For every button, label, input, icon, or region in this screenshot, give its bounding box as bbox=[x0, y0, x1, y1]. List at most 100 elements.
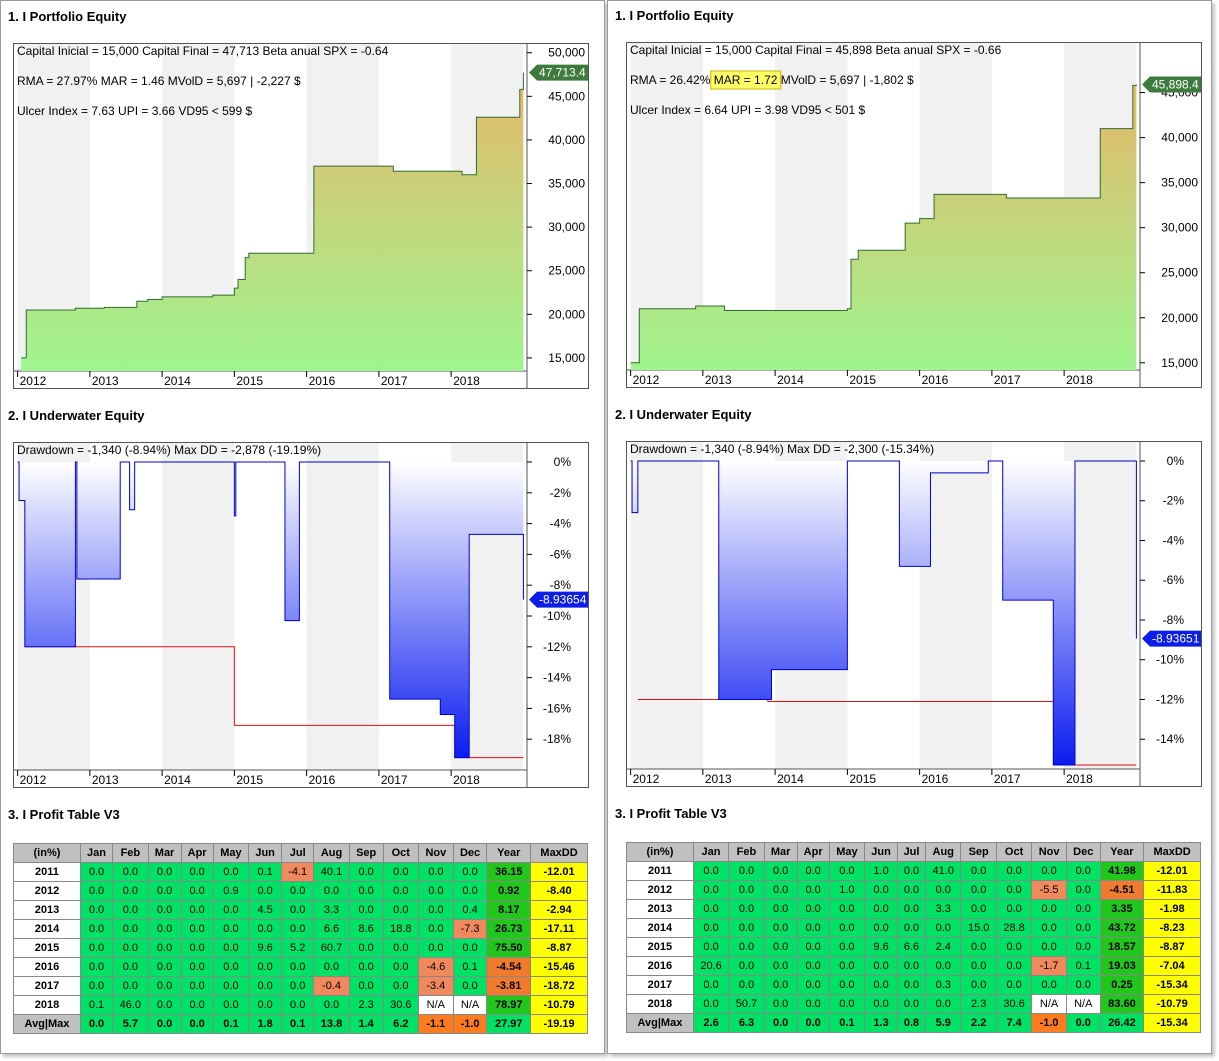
x-tick-label: 2014 bbox=[777, 772, 804, 786]
table-cell: N/A bbox=[1065, 994, 1101, 1014]
column-header: Mar bbox=[763, 842, 798, 862]
table-cell: -15.34 bbox=[1143, 1013, 1201, 1033]
table-cell: 0.0 bbox=[180, 957, 214, 977]
x-tick-label: 2012 bbox=[633, 772, 660, 786]
drawdown-stats: Drawdown = -1,340 (-8.94%) Max DD = -2,3… bbox=[630, 442, 934, 456]
table-cell: 0.0 bbox=[1065, 918, 1101, 938]
table-cell: 27.97 bbox=[486, 1014, 532, 1034]
column-header: Mar bbox=[147, 843, 182, 863]
table-cell: 0.0 bbox=[281, 957, 315, 977]
table-cell: 0.0 bbox=[796, 899, 830, 919]
table-cell: 0.0 bbox=[1065, 937, 1101, 957]
portfolio-equity-chart[interactable]: 2012 2013 2014 2015 2016 2017 2018 15,000 20,000… bbox=[13, 43, 589, 389]
table-cell: 0.0 bbox=[180, 1014, 214, 1034]
table-cell: 0.0 bbox=[692, 937, 730, 957]
table-cell: 0.92 bbox=[486, 881, 532, 901]
x-tick-label: 2013 bbox=[705, 772, 732, 786]
y-tick-label: 15,000 bbox=[548, 351, 585, 365]
table-cell: 0.0 bbox=[112, 976, 149, 996]
y-tick-label: -18% bbox=[543, 732, 571, 746]
table-cell: 0.0 bbox=[763, 899, 798, 919]
profit-section-title: 3. I Profit Table V3 bbox=[8, 807, 120, 822]
table-cell: 1.0 bbox=[864, 861, 899, 881]
underwater-equity-chart[interactable]: 2012 2013 2014 2015 2016 2017 2018 0% -2% -4% -6% -… bbox=[626, 441, 1202, 787]
table-cell: 0.0 bbox=[1065, 861, 1101, 881]
table-cell: 0.0 bbox=[112, 881, 149, 901]
table-cell: 40.1 bbox=[313, 862, 350, 882]
y-tick-label: -12% bbox=[1156, 692, 1184, 706]
table-cell: 0.0 bbox=[763, 861, 798, 881]
table-cell: 0.0 bbox=[313, 881, 350, 901]
profit-table: (in%) Jan Feb Mar Apr May Jun Jul Aug Sep Oct Nov De… bbox=[13, 843, 588, 1034]
table-cell: -17.11 bbox=[530, 919, 588, 939]
y-tick-label: 25,000 bbox=[1161, 266, 1198, 280]
y-tick-label: -12% bbox=[543, 640, 571, 654]
stats-line-ulcer: Ulcer Index = 7.63 UPI = 3.66 VD95 < 599… bbox=[17, 104, 252, 118]
y-tick-label: -14% bbox=[543, 671, 571, 685]
table-cell: 0.0 bbox=[960, 861, 997, 881]
y-tick-label: -2% bbox=[550, 486, 572, 500]
table-cell: 0.25 bbox=[1099, 975, 1145, 995]
table-cell: 0.0 bbox=[452, 938, 488, 958]
stats-line-capital: Capital Inicial = 15,000 Capital Final =… bbox=[17, 44, 389, 58]
column-header: Jun bbox=[248, 843, 283, 863]
year-band bbox=[1064, 442, 1137, 769]
table-cell: 0.0 bbox=[180, 900, 214, 920]
table-cell: 0.0 bbox=[418, 900, 454, 920]
table-cell: 0.0 bbox=[248, 881, 283, 901]
table-cell: 0.0 bbox=[864, 918, 899, 938]
table-cell: 8.17 bbox=[486, 900, 532, 920]
table-cell: 0.0 bbox=[692, 861, 730, 881]
table-cell: 0.0 bbox=[348, 862, 384, 882]
x-tick-label: 2014 bbox=[777, 373, 804, 387]
table-cell: -3.81 bbox=[486, 976, 532, 996]
column-header: Oct bbox=[382, 843, 420, 863]
x-tick-label: 2013 bbox=[92, 773, 119, 787]
table-cell: 0.0 bbox=[382, 900, 420, 920]
table-cell: 2.2 bbox=[960, 1013, 997, 1033]
mar-stat: MAR = 1.72 bbox=[714, 73, 778, 87]
y-tick-label: -2% bbox=[1163, 494, 1185, 508]
table-cell: 0.0 bbox=[248, 919, 283, 939]
y-tick-label: -6% bbox=[550, 547, 572, 561]
table-cell: 41.98 bbox=[1099, 861, 1145, 881]
table-cell: 0.0 bbox=[1031, 899, 1067, 919]
y-tick-label: 40,000 bbox=[1161, 131, 1198, 145]
table-cell: 0.0 bbox=[147, 938, 182, 958]
table-row: 2017 0.0 0.0 0.0 0.0 0.0 0.0 0.0 0.3 0.0 0.0 0.0 0.0… bbox=[626, 975, 1201, 995]
portfolio-equity-chart[interactable]: 2012 2013 2014 2015 2016 2017 2018 15,000 20,000… bbox=[626, 42, 1202, 388]
y-tick-label: -10% bbox=[543, 609, 571, 623]
table-row: 2017 0.0 0.0 0.0 0.0 0.0 0.0 0.0 -0.4 0.0 0.0 -3.4 0… bbox=[13, 976, 588, 996]
table-cell: 8.6 bbox=[348, 919, 384, 939]
table-cell: 18.57 bbox=[1099, 937, 1145, 957]
table-cell: -8.87 bbox=[1143, 937, 1201, 957]
y-tick-label: -16% bbox=[543, 701, 571, 715]
table-cell: 0.0 bbox=[864, 880, 899, 900]
table-cell: 0.0 bbox=[212, 995, 250, 1015]
table-row: 2011 0.0 0.0 0.0 0.0 0.0 1.0 0.0 41.0 0.0 0.0 0.0 0.… bbox=[626, 861, 1201, 881]
table-cell: 0.0 bbox=[452, 862, 488, 882]
row-year: 2015 bbox=[13, 938, 81, 958]
table-cell: 0.0 bbox=[348, 938, 384, 958]
table-cell: 0.0 bbox=[960, 880, 997, 900]
table-cell: 1.3 bbox=[864, 1013, 899, 1033]
table-cell: -4.51 bbox=[1099, 880, 1145, 900]
table-header-row: (in%) Jan Feb Mar Apr May Jun Jul Aug Sep Oct Nov De… bbox=[13, 843, 588, 863]
y-tick-label: -6% bbox=[1163, 573, 1185, 587]
underwater-equity-chart[interactable]: 2012 2013 2014 2015 2016 2017 2018 0% -2% -4% -6% -… bbox=[13, 442, 589, 788]
profit-section-title: 3. I Profit Table V3 bbox=[615, 806, 727, 821]
table-cell: -8.40 bbox=[530, 881, 588, 901]
stats-line-rma: RMA = 26.42% MAR = 1.72 MVolD = 5,697 | … bbox=[630, 73, 914, 87]
row-year: 2011 bbox=[626, 861, 694, 881]
row-year: 2015 bbox=[626, 937, 694, 957]
table-cell: 0.0 bbox=[897, 918, 927, 938]
column-header: Jul bbox=[897, 842, 927, 862]
table-cell: 0.0 bbox=[796, 975, 830, 995]
equity-line bbox=[21, 72, 524, 359]
table-cell: 6.3 bbox=[728, 1013, 765, 1033]
table-cell: -12.01 bbox=[1143, 861, 1201, 881]
table-cell: 0.0 bbox=[79, 976, 114, 996]
table-cell: -19.19 bbox=[530, 1014, 588, 1034]
column-header: Feb bbox=[112, 843, 149, 863]
table-cell: 0.0 bbox=[925, 956, 962, 976]
